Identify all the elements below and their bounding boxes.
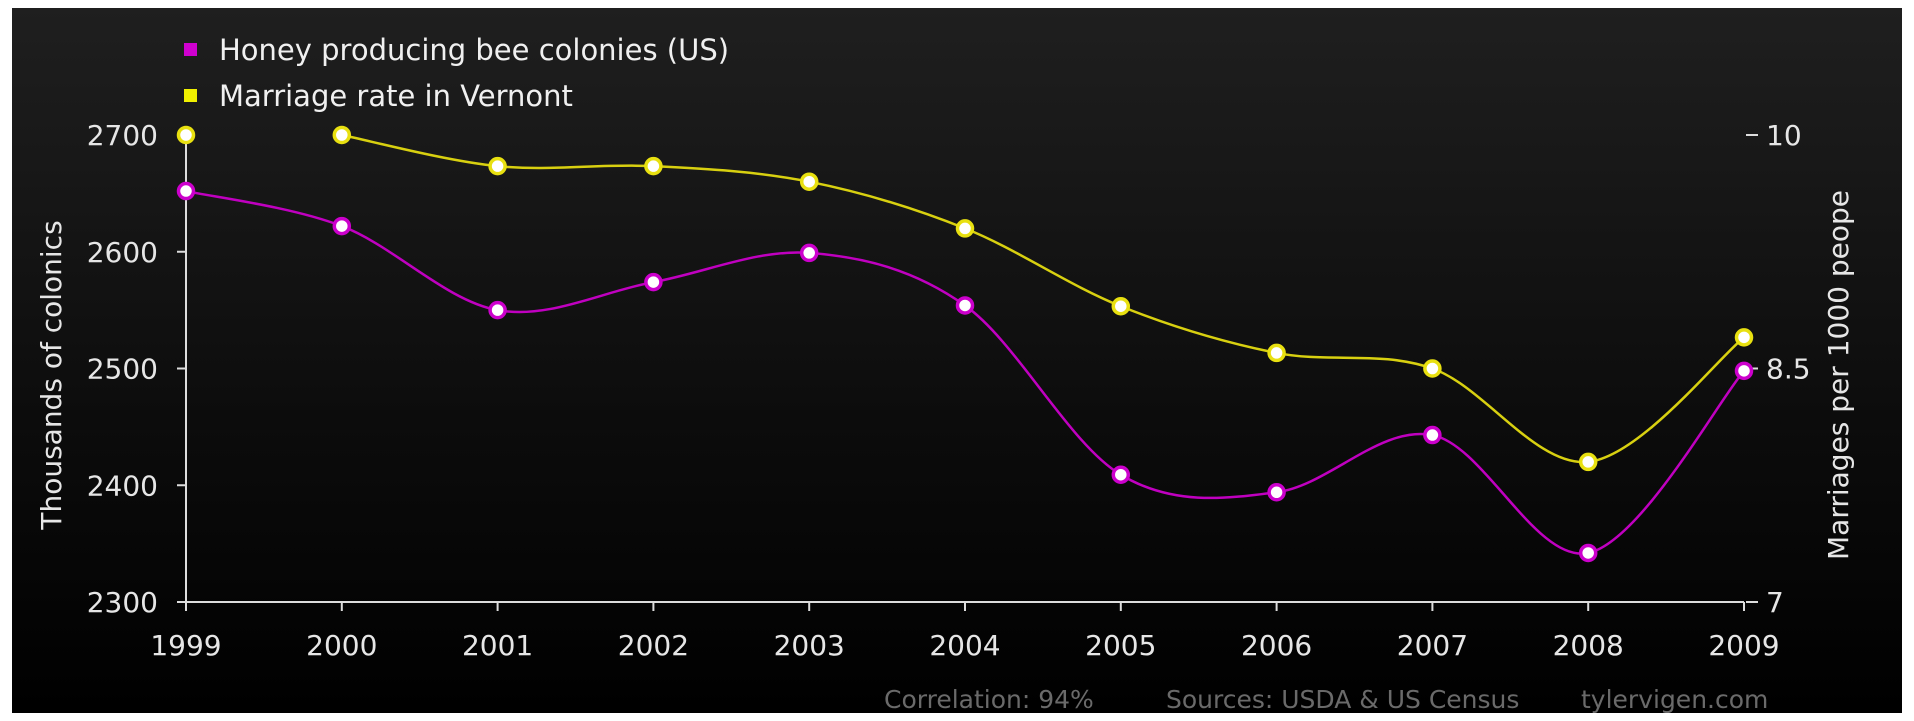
x-tick-label: 2008 (1553, 629, 1624, 662)
data-point-marriage-rate (1734, 328, 1754, 347)
data-point-bee-colonies (799, 243, 819, 263)
right-tick-label: 7 (1766, 586, 1784, 619)
x-tick-label: 2002 (618, 629, 689, 662)
data-point-marriage-rate (488, 156, 507, 176)
legend-label-bee-colonies: Honey producing bee colonies (US) (219, 33, 729, 67)
data-point-marriage-rate (1267, 343, 1286, 363)
data-point-bee-colonies (332, 216, 352, 236)
x-tick-label: 2001 (462, 629, 533, 662)
lines-layer (185, 133, 1745, 555)
series-line-bee-colonies (185, 189, 1745, 555)
chart-panel (12, 8, 1902, 713)
x-tick-label: 2005 (1085, 629, 1156, 662)
footer: Correlation: 94% Sources: USDA & US Cens… (884, 685, 1768, 714)
data-point-bee-colonies (1423, 425, 1442, 445)
data-point-bee-colonies (176, 181, 196, 201)
data-point-marriage-rate (1111, 296, 1131, 316)
points-layer (176, 125, 1754, 563)
left-tick-label: 2600 (87, 236, 158, 269)
data-point-bee-colonies (1111, 465, 1131, 484)
x-tick-label: 2009 (1708, 629, 1779, 662)
x-tick-label: 2004 (929, 629, 1000, 662)
data-point-marriage-rate (332, 125, 352, 145)
left-axis-title: Thousands of colonics (35, 220, 68, 530)
data-point-bee-colonies (955, 296, 975, 315)
data-point-bee-colonies (1734, 361, 1754, 381)
legend: Honey producing bee colonies (US) Marria… (184, 33, 729, 113)
data-point-marriage-rate (799, 172, 819, 191)
legend-swatch-marriage-rate (184, 89, 197, 102)
data-point-bee-colonies (1578, 543, 1598, 563)
legend-label-marriage-rate: Marriage rate in Vernont (219, 79, 573, 113)
data-point-marriage-rate (1423, 359, 1442, 378)
x-tick-label: 2003 (774, 629, 845, 662)
labels-layer: 1999 2000 2001 2002 2003 2004 2005 2006 2007 2008… (87, 119, 1811, 662)
x-tick-label: 1999 (150, 629, 221, 662)
footer-site: tylervigen.com (1581, 685, 1768, 714)
x-tick-label: 2000 (306, 629, 377, 662)
legend-swatch-bee-colonies (184, 43, 197, 56)
footer-correlation: Correlation: 94% (884, 685, 1094, 714)
right-tick-label: 10 (1766, 119, 1802, 152)
axes-layer (177, 133, 1758, 611)
right-axis-title: Marriages per 1000 peope (1822, 190, 1855, 560)
data-point-marriage-rate (176, 125, 196, 145)
data-point-bee-colonies (1267, 483, 1286, 502)
data-point-marriage-rate (1578, 452, 1598, 472)
left-tick-label: 2700 (87, 119, 158, 152)
left-tick-label: 2400 (87, 469, 158, 502)
right-tick-label: 8.5 (1766, 353, 1811, 386)
series-line-marriage-rate (341, 133, 1745, 464)
data-point-bee-colonies (488, 300, 507, 320)
footer-sources: Sources: USDA & US Census (1166, 685, 1519, 714)
data-point-marriage-rate (644, 156, 663, 176)
data-point-marriage-rate (955, 219, 975, 238)
left-tick-label: 2300 (87, 586, 158, 619)
x-tick-label: 2006 (1241, 629, 1312, 662)
x-tick-label: 2007 (1397, 629, 1468, 662)
data-point-bee-colonies (644, 272, 663, 292)
left-tick-label: 2500 (87, 353, 158, 386)
